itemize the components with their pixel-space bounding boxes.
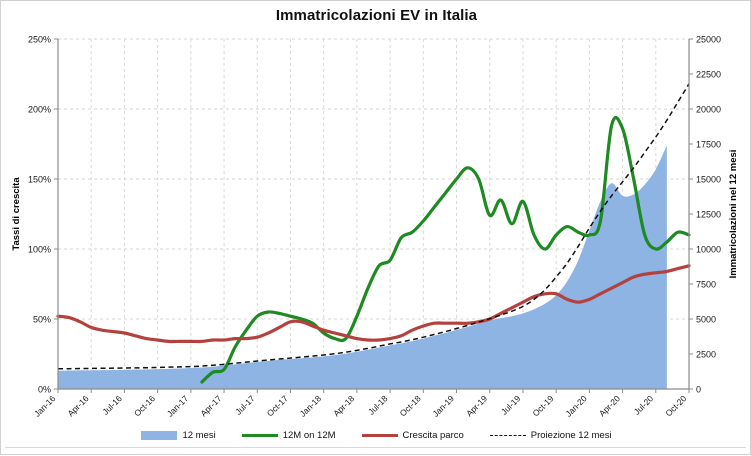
y-axis-right-tick-label: 5000 [696,314,716,324]
y-axis-right-tick-label: 2500 [696,349,716,359]
chart-title: Immatricolazioni EV in Italia [275,7,478,24]
y-axis-left-tick-label: 0% [38,384,51,394]
x-axis-tick-label: Apr-18 [331,393,356,418]
x-axis-tick-label: Jul-16 [100,393,124,417]
legend-label: Crescita parco [402,430,464,441]
x-axis-tick-label: Jan-19 [430,393,456,419]
x-axis-tick-label: Jan-17 [165,393,191,419]
y-axis-left-tick-label: 100% [28,244,51,254]
y-axis-left-tick-label: 200% [28,104,51,114]
x-axis-tick-label: Jul-18 [366,393,390,417]
x-axis-tick-label: Oct-16 [132,393,157,418]
x-axis-tick-label: Apr-16 [66,393,91,418]
y-axis-left-title: Tassi di crescita [11,177,22,251]
legend-item-crescita-parco[interactable]: Crescita parco [361,430,464,441]
y-axis-left-tick-label: 250% [28,34,51,44]
legend-label: 12M on 12M [282,430,336,441]
legend-label: 12 mesi [182,430,216,441]
y-axis-right-tick-label: 7500 [696,279,716,289]
y-axis-right-tick-label: 20000 [696,104,721,114]
y-axis-right-tick-label: 15000 [696,174,721,184]
x-axis-tick-label: Jan-18 [298,393,324,419]
y-axis-right-tick-label: 25000 [696,34,721,44]
x-axis-tick-label: Jan-16 [32,393,58,419]
y-axis-right-title: Immatricolazioni nel 12 mesi [728,150,739,279]
series-area-12-mesi [58,145,667,389]
x-axis-tick-label: Oct-19 [530,393,555,418]
y-axis-right-tick-label: 0 [696,384,701,394]
chart-legend: 12 mesi 12M on 12M Crescita parco Proiez… [1,430,751,441]
series-lines [56,83,691,384]
x-axis-tick-label: Apr-20 [597,393,622,418]
line-swatch-icon [241,434,278,437]
axis-titles: Tassi di crescita Immatricolazioni nel 12… [11,150,739,279]
x-axis-tick-label: Jul-20 [632,393,656,417]
x-axis-tick-label: Jan-20 [563,393,589,419]
y-axis-right-tick-label: 17500 [696,139,721,149]
x-axis-tick-label: Apr-17 [198,393,223,418]
y-axis-left-tick-label: 150% [28,174,51,184]
y-axis-right-tick-label: 10000 [696,244,721,254]
x-axis-tick-label: Jul-17 [233,393,257,417]
y-axis-left-tick-label: 50% [33,314,51,324]
y-axis-right-tick-label: 12500 [696,209,721,219]
legend-item-12m-on-12m[interactable]: 12M on 12M [241,430,336,441]
legend-divider [5,447,746,448]
dash-swatch-icon [489,435,526,436]
x-axis-tick-label: Jul-19 [499,393,523,417]
x-axis-tick-label: Oct-18 [398,393,423,418]
y-axis-right-ticks: 0 2500 5000 7500 10000 12500 15000 17500 20000 22… [689,34,721,394]
x-axis-ticks: Jan-16 Apr-16 Jul-16 Oct-16 Jan-17 Apr-17 Jul-… [32,389,690,419]
line-swatch-icon [361,434,398,437]
x-axis-tick-label: Oct-17 [265,393,290,418]
x-axis-tick-label: Oct-20 [663,393,688,418]
legend-label: Proiezione 12 mesi [530,430,612,441]
y-axis-right-tick-label: 22500 [696,69,721,79]
legend-item-12-mesi[interactable]: 12 mesi [141,430,216,441]
legend-item-proiezione-12-mesi[interactable]: Proiezione 12 mesi [489,430,612,441]
area-swatch-icon [141,431,178,440]
gridlines [58,38,690,389]
x-axis-tick-label: Apr-19 [464,393,489,418]
y-axis-left-ticks: 0% 50% 100% 150% 200% 250% [28,34,58,394]
